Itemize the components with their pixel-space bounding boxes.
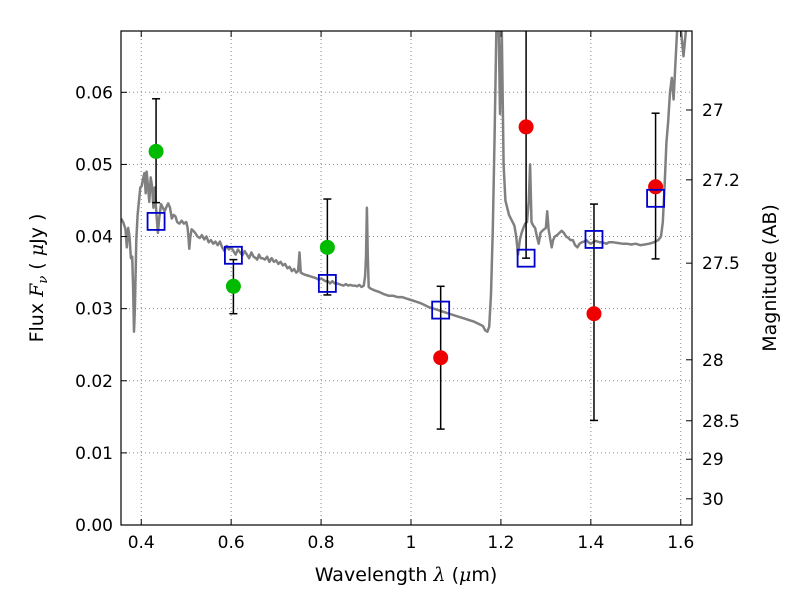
y-tick-label: 0.00 [75,516,113,536]
y2-tick-label: 27.5 [702,254,740,274]
y-tick-label: 0.05 [75,155,113,175]
y-axis-label: Flux Fν ( μJy ) [26,214,51,343]
y-tick-label: 0.02 [75,372,113,392]
plot-background [121,31,692,525]
x-tick-label: 1 [406,533,417,553]
x-tick-labels: 0.4 0.6 0.8 1 1.2 1.4 1.6 [128,533,695,553]
y-tick-label: 0.06 [75,83,113,103]
y-tick-label: 0.03 [75,300,113,320]
y2-tick-labels: 27 27.2 27.5 28 28.5 29 30 [702,101,740,510]
x-tick-label: 0.6 [218,533,245,553]
plot-frame [120,30,693,526]
y2-axis-label: Magnitude (AB) [759,204,781,352]
observed-red-point [433,350,449,366]
model-square [584,230,604,249]
x-tick-label: 1.6 [667,533,694,553]
y-tick-labels: 0.00 0.01 0.02 0.03 0.04 0.05 0.06 [75,83,113,536]
spectrum-line [121,31,688,333]
y2-tick-label: 27 [702,101,724,121]
x-tick-label: 1.4 [577,533,604,553]
x-tick-label: 1.2 [487,533,514,553]
model-square [317,274,337,293]
model-square [646,188,665,208]
observed-red-point [586,306,602,322]
observed-red-point [518,119,534,135]
y2-tick-label: 29 [702,450,724,470]
model-square [516,248,536,268]
spectrum-layer [121,31,688,333]
x-tick-label: 0.8 [308,533,335,553]
y-tick-label: 0.01 [75,444,113,464]
observed-green-point [319,239,335,255]
y2-tick-label: 28 [702,351,724,371]
y2-tick-label: 28.5 [702,412,740,432]
observed-green-point [225,278,241,294]
model-square [224,245,243,265]
observed-red-point [648,179,664,195]
y-tick-label: 0.04 [75,228,113,248]
model-square [146,211,166,231]
markers [146,119,665,366]
ticks [121,31,692,526]
y2-tick-label: 30 [702,490,724,510]
model-square [431,300,451,320]
y2-tick-label: 27.2 [702,171,740,191]
observed-green-point [148,143,164,159]
x-tick-label: 0.4 [128,533,155,553]
x-axis-label: Wavelength λ (μm) [315,564,498,586]
